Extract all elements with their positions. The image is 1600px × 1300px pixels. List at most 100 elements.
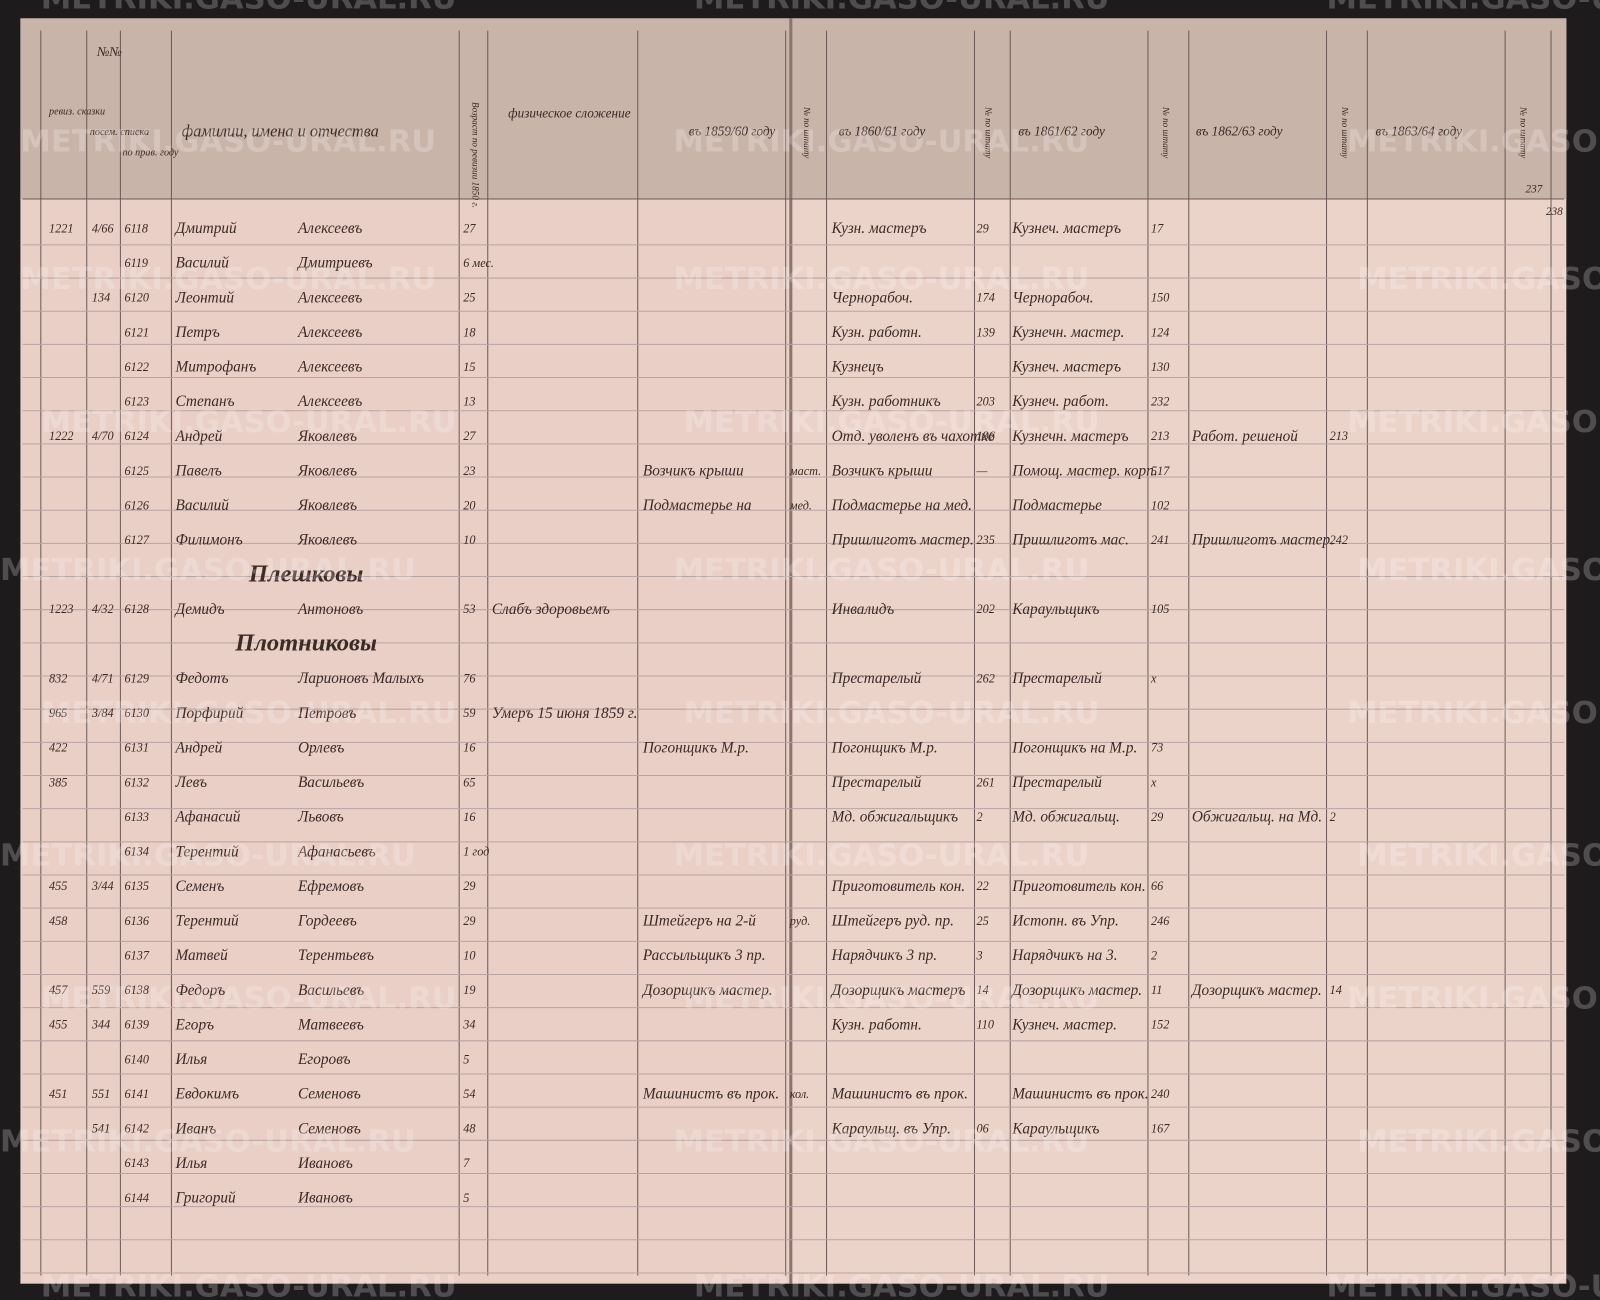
- age-cell: 53: [463, 602, 475, 616]
- pos-cell: 559: [92, 983, 110, 997]
- n1859-cell: мед.: [789, 498, 812, 512]
- section-heading: Плотниковы: [234, 630, 377, 657]
- age-cell: 10: [463, 533, 475, 547]
- n1860-cell: 235: [977, 533, 995, 547]
- rev-cell: 455: [49, 1018, 67, 1032]
- age-cell: 13: [463, 395, 475, 409]
- first-cell: Андрей: [175, 739, 223, 756]
- pos-cell: 4/32: [92, 602, 114, 616]
- sub-label: по прав. году: [122, 147, 178, 158]
- phys-cell: Умеръ 15 июня 1859 г.: [492, 705, 638, 722]
- prav-cell: 6141: [124, 1087, 148, 1101]
- n1860-cell: 203: [977, 395, 995, 409]
- age-cell: 65: [463, 775, 475, 789]
- patr-cell: Васильевъ: [298, 982, 364, 999]
- n1861-cell: 130: [1151, 360, 1169, 374]
- patr-cell: Петровъ: [297, 705, 356, 722]
- n1861-cell: 2: [1151, 948, 1157, 962]
- watermark: METRIKI.GASO-URAL.RU: [684, 982, 1100, 1017]
- n1861-cell: 73: [1151, 741, 1163, 755]
- watermark: METRIKI.GASO-URAL.RU: [41, 696, 457, 731]
- y1861-cell: Чернорабоч.: [1012, 289, 1093, 306]
- header-band: [20, 18, 1567, 199]
- first-cell: Евдокимъ: [175, 1086, 240, 1103]
- header: №№ ревиз. сказки посем. списка по прав. …: [48, 44, 1563, 218]
- y1861-cell: Подмастерье: [1011, 497, 1102, 514]
- y1860-cell: Кузнецъ: [831, 359, 884, 376]
- rev-cell: 422: [49, 741, 67, 755]
- patr-cell: Антоновъ: [297, 601, 363, 618]
- watermark: METRIKI.GASO-URAL.RU: [41, 1269, 457, 1300]
- pos-cell: 4/70: [92, 429, 114, 443]
- pos-cell: 541: [92, 1122, 110, 1136]
- watermark: METRIKI.GASO-URAL.RU: [684, 696, 1100, 731]
- year-label: въ 1861/62 году: [1018, 124, 1105, 139]
- first-cell: Петръ: [175, 324, 220, 341]
- y1860-cell: Приготовитель кон.: [831, 878, 966, 895]
- watermark: METRIKI.GASO-URAL.RU: [1327, 1269, 1600, 1300]
- left-page: [20, 18, 791, 1284]
- patr-cell: Алексеевъ: [297, 359, 362, 376]
- patr-cell: Егоровъ: [297, 1051, 351, 1068]
- age-cell: 54: [463, 1087, 475, 1101]
- y1861-cell: Престарелый: [1011, 774, 1102, 791]
- y1860-cell: Кузн. работн.: [831, 324, 922, 341]
- prav-cell: 6124: [124, 429, 148, 443]
- y1861-cell: Престарелый: [1011, 670, 1102, 687]
- n1860-cell: 25: [977, 914, 989, 928]
- y1860-cell: Кузн. мастеръ: [831, 220, 927, 237]
- patr-cell: Афанасьевъ: [297, 843, 376, 860]
- y1862-cell: Обжигальщ. на Мд.: [1192, 809, 1322, 826]
- y1860-cell: Мд. обжигальщикъ: [831, 809, 959, 826]
- n1859-cell: руд.: [789, 914, 811, 928]
- pos-cell: 551: [92, 1087, 110, 1101]
- y1861-cell: Погонщикъ на М.р.: [1011, 739, 1137, 756]
- patr-cell: Гордеевъ: [297, 913, 357, 930]
- patr-cell: Ивановъ: [297, 1189, 353, 1206]
- n1862-cell: 14: [1330, 983, 1342, 997]
- first-cell: Семенъ: [176, 878, 225, 895]
- age-cell: 23: [463, 464, 475, 478]
- n1859-cell: кол.: [790, 1087, 809, 1101]
- first-cell: Филимонъ: [176, 532, 243, 549]
- watermark: METRIKI.GASO-URAL.RU: [673, 1124, 1089, 1159]
- y1860-cell: Чернорабоч.: [832, 289, 913, 306]
- year-label: въ 1862/63 году: [1196, 124, 1283, 139]
- n1859-cell: маст.: [789, 464, 821, 478]
- entries: 1221 4/66 6118 Дмитрий Алексеевъ 27 Кузн. маст…: [48, 220, 1348, 1206]
- prav-cell: 6134: [124, 845, 148, 859]
- y1862-cell: Пришлиготъ мастер.: [1191, 532, 1334, 549]
- first-cell: Федоръ: [176, 982, 226, 999]
- first-cell: Василий: [176, 255, 230, 272]
- n1860-cell: 3: [976, 948, 983, 962]
- patr-cell: Семеновъ: [298, 1120, 361, 1137]
- n1861-cell: 17: [1151, 221, 1164, 235]
- y1861-cell: Машинистъ въ прок.: [1011, 1086, 1148, 1103]
- n1860-cell: —: [976, 464, 988, 478]
- age-label: Возраст по ревизии 1850 г.: [470, 102, 480, 208]
- prav-cell: 6138: [124, 983, 148, 997]
- prav-cell: 6126: [124, 498, 149, 512]
- first-cell: Дмитрий: [174, 220, 237, 237]
- y1859-cell: Дозорщикъ мастер.: [641, 982, 773, 999]
- rev-cell: 451: [49, 1087, 67, 1101]
- age-cell: 27: [463, 221, 476, 235]
- n1861-cell: х: [1150, 775, 1157, 789]
- prav-cell: 6132: [124, 775, 148, 789]
- patr-cell: Дмитриевъ: [296, 255, 373, 272]
- watermark: METRIKI.GASO-URAL.RU: [1357, 553, 1600, 588]
- age-cell: 27: [463, 429, 476, 443]
- watermark: METRIKI.GASO-URAL.RU: [673, 839, 1089, 874]
- rev-cell: 458: [49, 914, 67, 928]
- y1860-cell: Штейгеръ руд. пр.: [831, 913, 954, 930]
- patr-cell: Яковлевъ: [297, 428, 357, 445]
- page-number: 238: [1546, 206, 1563, 218]
- n1862-cell: 2: [1330, 810, 1336, 824]
- watermark: METRIKI.GASO-URAL.RU: [1347, 982, 1600, 1017]
- y1860-cell: Отд. уволенъ въ чахотке: [832, 428, 995, 445]
- age-cell: 5: [463, 1052, 469, 1066]
- age-cell: 7: [463, 1156, 470, 1170]
- prav-cell: 6140: [124, 1052, 148, 1066]
- y1861-cell: Караульщикъ: [1011, 601, 1099, 618]
